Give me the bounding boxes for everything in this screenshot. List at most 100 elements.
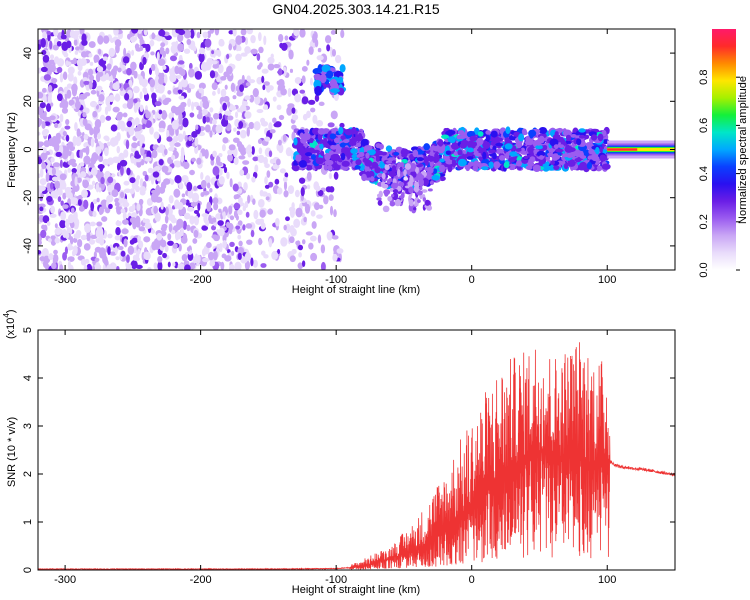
spectrogram-noise-cell xyxy=(150,63,156,72)
spectrogram-noise-cell xyxy=(177,43,184,52)
spectrogram-signal-cell xyxy=(451,159,457,166)
spectrogram-noise-cell xyxy=(320,261,326,270)
spectrogram-signal-cell xyxy=(521,128,527,135)
spectrogram-noise-cell xyxy=(55,151,62,158)
spectrogram-noise-cell xyxy=(189,29,195,39)
spectrogram-signal-cell xyxy=(355,142,362,148)
spectrogram-noise-cell xyxy=(66,89,72,99)
spectrogram-signal-cell xyxy=(505,151,510,160)
spectrogram-noise-cell xyxy=(299,29,306,38)
spectrogram-noise-cell xyxy=(237,209,243,216)
spectrogram-signal-cell xyxy=(476,148,484,152)
spectrogram-noise-cell xyxy=(198,52,205,63)
spectrogram-noise-cell xyxy=(131,49,135,56)
spectrogram-signal-cell xyxy=(344,128,354,136)
spectrogram-signal-cell xyxy=(358,151,365,157)
spectrogram-noise-cell xyxy=(57,138,61,144)
spectrogram-noise-cell xyxy=(171,229,176,235)
snr-series xyxy=(38,342,675,570)
spectrogram-noise-cell xyxy=(194,137,199,147)
spectrogram-noise-cell xyxy=(189,215,195,225)
spectrogram-signal-cell xyxy=(556,138,566,143)
snr-x-tick-label: -300 xyxy=(54,574,76,586)
spectrogram-noise-cell xyxy=(48,253,54,261)
spectrogram-dip-cell xyxy=(398,181,405,187)
spectrogram-noise-cell xyxy=(285,223,291,234)
spectrogram-noise-cell xyxy=(42,54,50,63)
spectrogram-noise-cell xyxy=(143,29,148,36)
snr-y-tick-label: 1 xyxy=(22,519,34,525)
spectrogram-noise-cell xyxy=(197,202,201,211)
spectrogram-signal-cell xyxy=(553,144,559,149)
spectrogram-noise-cell xyxy=(234,111,239,119)
spectrogram-noise-cell xyxy=(149,126,154,135)
spectrogram-noise-cell xyxy=(226,171,230,180)
spectrogram-noise-cell xyxy=(86,263,93,270)
spectrogram-noise-cell xyxy=(233,194,238,200)
colorbar-tick-label: 0.0 xyxy=(698,262,710,277)
spectrogram-signal-cell xyxy=(518,133,525,142)
spectrogram-noise-cell xyxy=(73,219,79,230)
spectrogram-noise-cell xyxy=(306,184,311,190)
spectrogram-noise-cell xyxy=(90,137,95,148)
spectrogram-noise-cell xyxy=(197,254,201,264)
spectrogram-signal-cell xyxy=(553,165,560,171)
spectrogram-noise-cell xyxy=(153,205,159,215)
spectrogram-noise-cell xyxy=(157,84,165,94)
spectrogram-signal-cell xyxy=(562,129,572,137)
spectrogram-noise-cell xyxy=(53,56,60,64)
spectrogram-noise-cell xyxy=(158,77,165,85)
spectrogram-noise-cell xyxy=(102,264,106,270)
spectrogram-noise-cell xyxy=(243,181,248,191)
spectrogram-noise-cell xyxy=(98,187,102,193)
colorbar-tick-label: 0.8 xyxy=(698,70,710,85)
spectrogram-noise-cell xyxy=(115,220,122,227)
spectrogram-noise-cell xyxy=(323,195,329,205)
spectrogram-dip-cell xyxy=(419,174,425,180)
spectrogram-noise-cell xyxy=(193,229,199,238)
spectrogram-signal-cell xyxy=(490,130,498,138)
spectrogram-dip-cell xyxy=(376,197,382,201)
spectrogram-noise-cell xyxy=(70,207,75,214)
spectrogram-upper-blob xyxy=(321,64,331,73)
spectrogram-noise-cell xyxy=(177,133,184,143)
spectrogram-x-ticks: -300 -200 -100 0 100 xyxy=(54,29,616,286)
spectrogram-dip-cell xyxy=(424,199,431,206)
spectrogram-noise-cell xyxy=(154,212,161,222)
spectrogram-noise-cell xyxy=(178,182,184,190)
spectrogram-noise-cell xyxy=(291,124,297,130)
spectrogram-noise-cell xyxy=(186,181,193,192)
spectrogram-noise-cell xyxy=(250,34,256,44)
spectrogram-noise-cell xyxy=(114,235,121,241)
spectrogram-noise-cell xyxy=(268,85,274,91)
spectrogram-signal-cell xyxy=(542,144,548,149)
spectrogram-signal-cell xyxy=(433,145,440,152)
spectrogram-noise-cell xyxy=(137,29,142,34)
spectrogram-noise-cell xyxy=(183,29,192,39)
spectrogram-y-tick-label: 20 xyxy=(22,95,34,107)
snr-y-tick-label: 0 xyxy=(22,567,34,573)
spectrogram-noise-cell xyxy=(193,215,200,226)
spectrogram-noise-cell xyxy=(46,164,51,170)
spectrogram-signal-cell xyxy=(595,146,600,155)
spectrogram-noise-cell xyxy=(130,212,138,218)
spectrogram-noise-cell xyxy=(201,248,207,257)
spectrogram-noise-cell xyxy=(163,112,168,118)
spectrogram-noise-cell xyxy=(233,127,237,132)
spectrogram-noise-cell xyxy=(39,112,47,120)
spectrogram-noise-cell xyxy=(167,240,174,246)
spectrogram-noise-cell xyxy=(234,261,242,270)
spectrogram-signal-cell xyxy=(426,155,435,162)
spectrogram-noise-cell xyxy=(75,46,80,51)
spectrogram-noise-cell xyxy=(328,172,333,180)
spectrogram-noise-cell xyxy=(74,121,78,132)
spectrogram-noise-cell xyxy=(235,35,243,45)
spectrogram-noise-cell xyxy=(130,61,137,71)
spectrogram-signal-cell xyxy=(375,155,380,162)
spectrogram-noise-cell xyxy=(43,94,47,105)
spectrogram-signal-cell xyxy=(550,160,555,166)
spectrogram-y-tick-label: 0 xyxy=(22,146,34,152)
spectrogram-noise-cell xyxy=(40,152,48,161)
spectrogram-noise-cell xyxy=(272,96,277,102)
spectrogram-noise-cell xyxy=(233,202,241,210)
